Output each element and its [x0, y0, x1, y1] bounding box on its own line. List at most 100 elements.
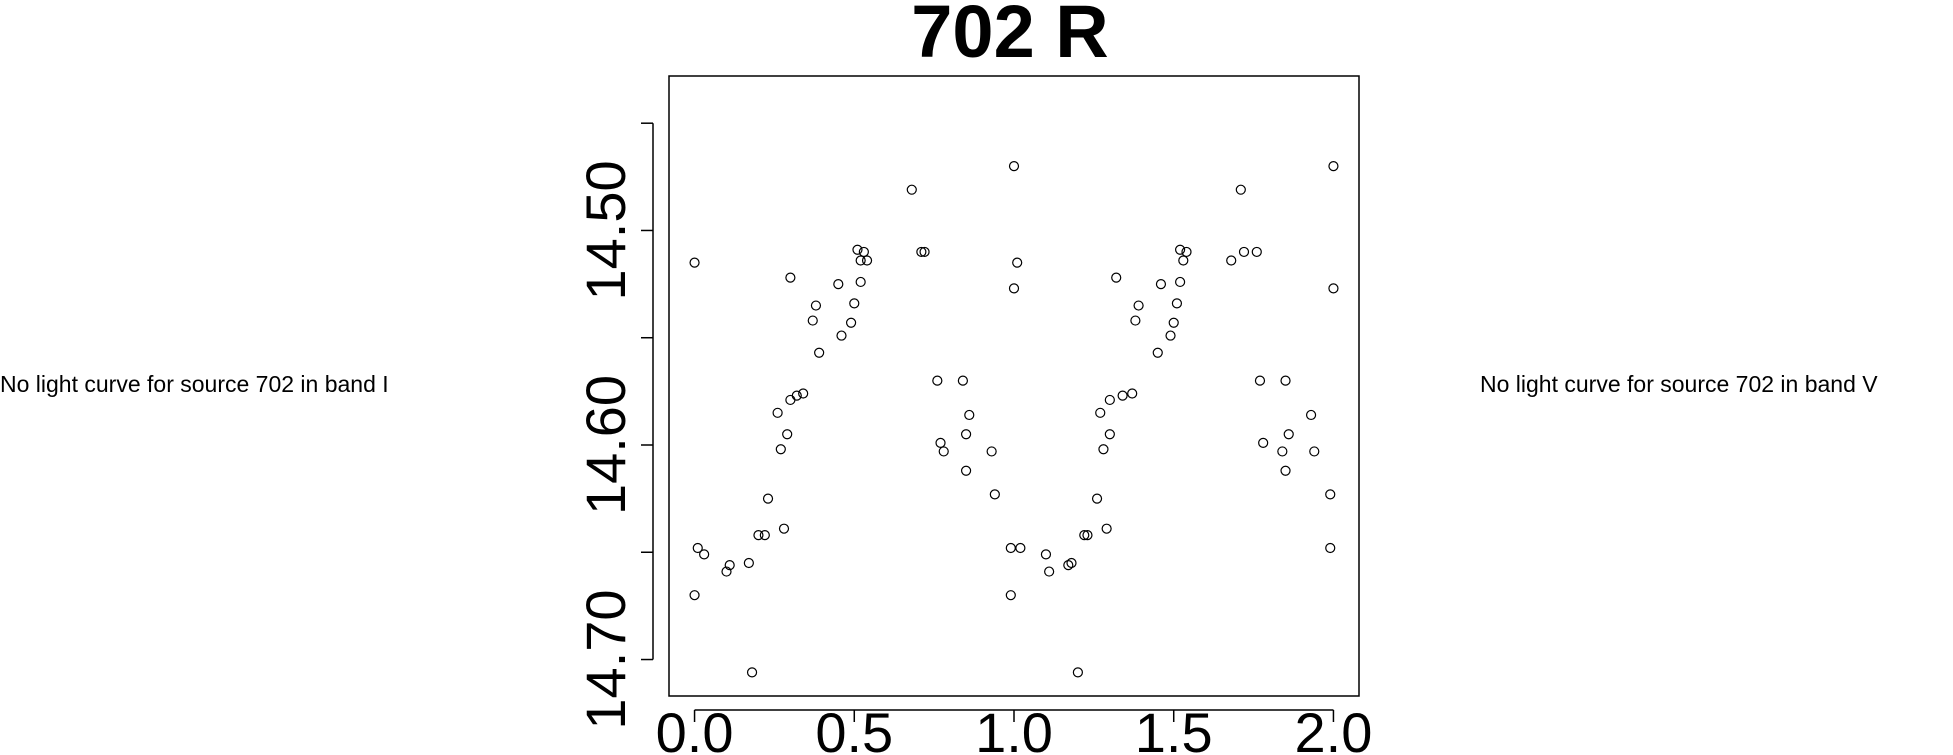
- data-point: [1226, 255, 1237, 266]
- data-point: [1283, 429, 1294, 440]
- data-point: [782, 429, 793, 440]
- data-point: [1280, 375, 1291, 386]
- note-band-v: No light curve for source 702 in band V: [1480, 371, 1878, 397]
- x-axis: 0.0 0.5 1.0 1.5 2.0: [656, 701, 1373, 755]
- data-point: [743, 557, 754, 569]
- x-tick-label: 1.5: [1135, 701, 1213, 755]
- data-point: [759, 530, 770, 541]
- data-point: [1008, 283, 1020, 294]
- data-point: [1101, 523, 1112, 534]
- data-point: [1111, 272, 1122, 283]
- data-point: [692, 542, 703, 554]
- note-band-i: No light curve for source 702 in band I: [0, 371, 389, 397]
- data-point: [1254, 375, 1266, 386]
- data-point: [810, 300, 822, 311]
- data-point: [1178, 255, 1189, 266]
- data-point: [906, 184, 917, 195]
- data-point: [1130, 315, 1141, 326]
- data-point: [1235, 184, 1246, 195]
- x-tick-label: 0.0: [656, 701, 734, 755]
- data-point: [1277, 446, 1288, 457]
- data-point: [858, 246, 869, 258]
- data-point: [1005, 590, 1016, 601]
- data-point: [1040, 549, 1052, 560]
- data-point: [1251, 246, 1262, 258]
- data-point: [1133, 300, 1144, 311]
- data-point: [1012, 257, 1023, 268]
- data-point: [1165, 330, 1176, 341]
- x-tick-label: 2.0: [1295, 701, 1373, 755]
- data-point: [1168, 317, 1179, 328]
- x-tick-label: 1.0: [975, 701, 1053, 755]
- data-point: [935, 437, 946, 448]
- data-point: [1072, 667, 1083, 678]
- data-point: [1328, 161, 1339, 172]
- data-point: [836, 330, 847, 341]
- data-point: [689, 590, 700, 601]
- data-point: [916, 246, 927, 258]
- data-point: [1181, 246, 1192, 258]
- y-axis: 14.50 14.60 14.70: [574, 122, 654, 730]
- data-point: [753, 530, 764, 541]
- data-point: [852, 244, 863, 255]
- data-point: [938, 446, 949, 457]
- data-point: [989, 489, 1000, 500]
- data-point: [849, 298, 860, 309]
- data-point: [960, 429, 972, 440]
- data-point: [699, 549, 710, 560]
- x-tick-label: 0.5: [815, 701, 893, 755]
- data-point: [1175, 244, 1186, 255]
- data-point: [1066, 557, 1077, 569]
- data-point: [791, 390, 802, 401]
- data-point: [1328, 283, 1339, 294]
- data-point: [960, 465, 972, 476]
- data-point: [1098, 444, 1109, 455]
- data-point: [1117, 390, 1128, 401]
- data-point: [919, 246, 930, 258]
- y-tick-label: 14.50: [574, 160, 637, 300]
- data-point: [1008, 161, 1020, 172]
- data-point: [1091, 493, 1103, 504]
- data-point: [762, 493, 774, 504]
- data-point: [1305, 409, 1317, 421]
- data-point: [1095, 407, 1106, 418]
- data-point: [1325, 489, 1336, 500]
- data-point: [807, 315, 818, 326]
- data-point: [1238, 246, 1250, 258]
- data-point: [855, 276, 866, 288]
- data-point: [1104, 394, 1115, 406]
- data-point: [833, 278, 844, 290]
- data-point: [855, 255, 866, 266]
- data-point: [772, 407, 783, 418]
- data-point: [1175, 276, 1186, 288]
- data-point: [778, 523, 790, 534]
- y-tick-label: 14.70: [574, 589, 637, 729]
- data-point: [1079, 530, 1090, 541]
- data-point: [785, 272, 796, 283]
- data-point: [689, 257, 700, 268]
- data-point: [1258, 437, 1269, 448]
- data-point: [1044, 566, 1055, 577]
- data-point: [861, 255, 873, 266]
- data-point: [845, 317, 857, 328]
- data-point: [1152, 347, 1163, 358]
- data-point: [724, 560, 735, 571]
- data-point: [1171, 298, 1183, 309]
- data-point: [1005, 542, 1016, 554]
- data-point: [775, 444, 786, 455]
- data-point: [1063, 560, 1074, 571]
- data-point: [785, 394, 796, 406]
- y-tick-label: 14.60: [574, 375, 637, 515]
- data-point: [1280, 465, 1291, 476]
- chart-title: 702 R: [911, 0, 1108, 73]
- data-point: [964, 409, 975, 421]
- data-point: [1015, 542, 1026, 554]
- plot-frame: [668, 75, 1360, 697]
- data-points: [689, 161, 1339, 678]
- data-point: [721, 566, 732, 577]
- data-point: [932, 375, 943, 386]
- data-point: [1309, 446, 1320, 457]
- data-point: [1325, 542, 1336, 554]
- data-point: [1104, 429, 1115, 440]
